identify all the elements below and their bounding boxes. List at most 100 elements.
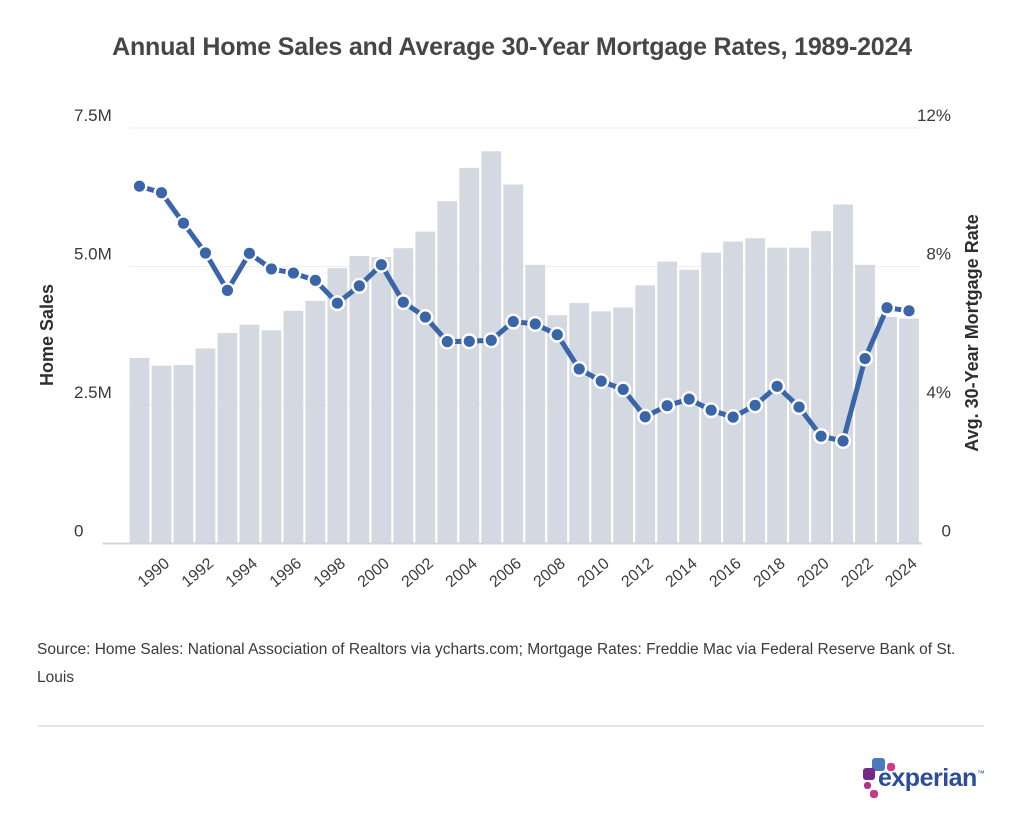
rate-point [307,272,324,289]
left-axis-title: Home Sales [37,284,57,386]
sales-bar [305,300,326,544]
sales-bar [547,315,568,544]
sales-bar [833,204,853,544]
x-axis-tick: 2002 [399,555,437,591]
rate-point [725,409,742,426]
sales-bar [393,248,414,544]
rate-point [835,433,852,450]
rate-point [615,381,632,398]
left-axis-tick: 0 [74,522,83,541]
rate-point [637,408,654,425]
sales-bar [877,316,897,544]
rate-point [351,277,368,294]
rate-point [703,402,720,419]
rate-point [879,299,896,316]
sales-bar [701,252,722,544]
logo-wordmark: experian™ [878,764,985,792]
source-attribution-line1: Source: Home Sales: National Association… [37,641,956,658]
right-axis-tick: 0 [942,522,951,541]
sales-bar [723,241,744,544]
x-axis-tick: 1994 [223,555,261,591]
x-axis-tick: 2004 [443,555,481,591]
sales-bar [327,268,348,544]
left-axis-tick: 2.5M [74,383,112,402]
x-axis-tick: 2014 [663,555,701,591]
x-axis-tick: 2024 [882,555,920,591]
rate-point [439,333,456,350]
sales-bar [415,231,436,544]
sales-bar [217,332,238,544]
left-axis-tick: 5.0M [74,245,112,264]
sales-bar [613,307,634,544]
rate-point [549,326,566,343]
chart-canvas: 0 2.5M 5.0M 7.5M 0 4% 8% 12% 1990 1992 1994 1996 199… [37,106,982,591]
sales-bar [789,247,809,544]
x-axis-tick: 2016 [706,555,744,591]
source-attribution-line2: Louis [37,669,75,686]
x-axis-tick: 2018 [750,555,788,591]
rate-point [153,184,170,201]
rate-point [593,373,610,390]
sales-bar [811,231,831,544]
rate-point [197,244,214,261]
rate-point [527,315,544,332]
rate-point [285,265,302,282]
right-axis-tick: 12% [917,106,951,125]
rate-point [659,397,676,414]
logo-square-magenta-icon [870,790,878,798]
x-axis-tick: 1998 [311,555,349,591]
sales-bar [195,348,216,544]
rate-point [483,332,500,349]
trademark-symbol: ™ [976,769,985,778]
sales-bar [459,167,480,544]
rate-point [329,295,346,312]
x-axis-tick: 2020 [794,555,832,591]
logo-square-pink-icon [887,763,895,771]
rate-point [263,260,280,277]
x-axis-tick: 1990 [135,555,173,591]
sales-bar [855,264,875,544]
x-axis-tick: 2022 [838,555,876,591]
footer-divider [38,725,984,727]
sales-bar [151,365,172,544]
sales-bar [591,311,612,544]
sales-bar [437,201,458,544]
x-axis-tick: 1992 [179,555,217,591]
sales-bar [569,303,590,544]
x-axis-tick: 2000 [355,555,393,591]
rate-point [901,302,918,319]
rate-point [505,313,522,330]
right-axis-title: Avg. 30-Year Mortgage Rate [962,214,982,451]
rate-point [681,391,698,408]
sales-bar [767,247,787,544]
rate-point [791,399,808,416]
logo-square-purple-icon [863,768,875,780]
left-axis-tick: 7.5M [74,106,112,125]
sales-bar [899,318,919,544]
rate-point [219,282,236,299]
logo-square-blue-icon [872,758,885,771]
rate-point [373,256,390,273]
rate-point [131,178,148,195]
x-axis-tick: 2010 [575,555,613,591]
rate-point [813,428,830,445]
sales-bar [239,324,260,544]
x-axis-tick: 1996 [267,555,305,591]
rate-point [417,309,434,326]
sales-bar [745,238,765,544]
rate-point [571,360,588,377]
rate-point [769,378,786,395]
x-axis-tick: 2012 [619,555,657,591]
chart-title: Annual Home Sales and Average 30-Year Mo… [112,33,912,61]
sales-bar [525,264,546,544]
sales-bar [261,330,282,544]
sales-bar [129,357,150,544]
right-axis-tick: 8% [926,245,951,264]
rate-point [747,397,764,414]
sales-bar [173,365,194,544]
sales-bar [503,184,524,544]
experian-logo: experian™ [855,748,995,808]
rate-point [395,294,412,311]
rate-point [857,350,874,367]
right-axis-tick: 4% [926,383,951,402]
